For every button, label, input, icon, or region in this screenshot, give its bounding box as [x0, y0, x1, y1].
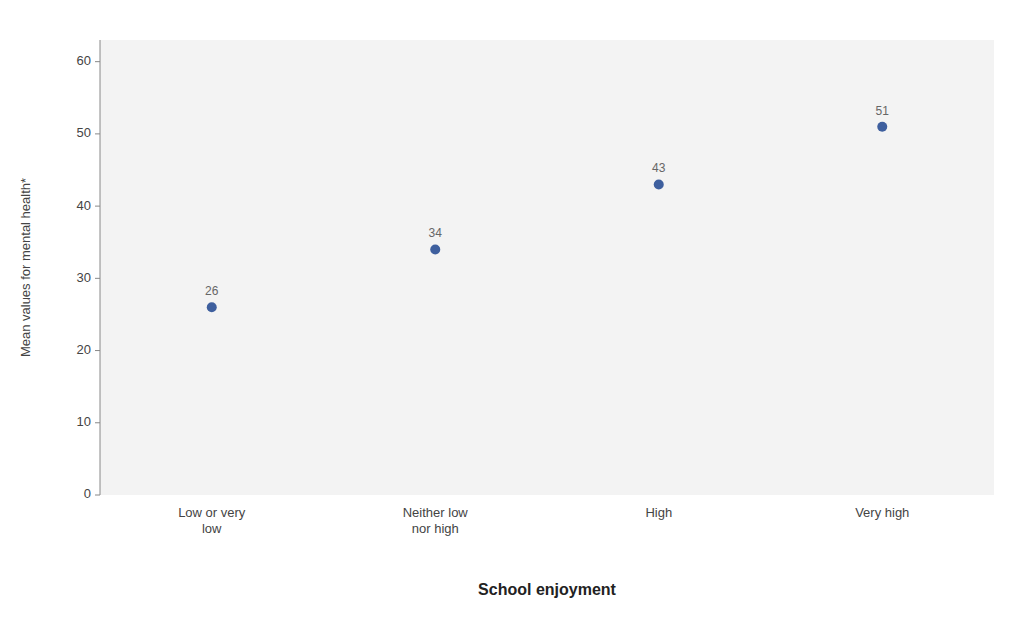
points — [207, 122, 888, 313]
data-labels: 26 34 43 51 — [205, 104, 889, 299]
tick-mark — [95, 206, 100, 207]
data-label: 26 — [205, 284, 219, 298]
y-axis-title: Mean values for mental health* — [18, 178, 33, 357]
y-tick-label: 0 — [84, 486, 91, 501]
x-axis-title: School enjoyment — [478, 581, 616, 598]
data-label: 34 — [429, 226, 443, 240]
point — [654, 179, 664, 189]
point — [207, 302, 217, 312]
y-tick-label: 40 — [77, 198, 91, 213]
tick-mark — [95, 278, 100, 279]
tick-mark — [95, 495, 100, 496]
y-tick-label: 20 — [77, 342, 91, 357]
y-tick-label: 50 — [77, 125, 91, 140]
point — [877, 122, 887, 132]
x-ticks: Low or verylow Neither lownor high High Ver… — [178, 505, 909, 536]
x-tick-label: High — [645, 505, 672, 520]
data-label: 51 — [876, 104, 890, 118]
tick-mark — [95, 61, 100, 62]
x-tick-label: Very high — [855, 505, 909, 520]
tick-mark — [95, 422, 100, 423]
y-tick-label: 10 — [77, 414, 91, 429]
x-tick-label: Low or verylow — [178, 505, 246, 536]
tick-mark — [95, 350, 100, 351]
y-axis-line — [100, 40, 101, 495]
chart-container: 0 10 20 30 40 50 60 Low or verylow Neither lowno… — [0, 0, 1024, 635]
point — [430, 244, 440, 254]
chart: 0 10 20 30 40 50 60 Low or verylow Neither lowno… — [0, 0, 1024, 635]
plot-background — [100, 40, 994, 495]
y-ticks: 0 10 20 30 40 50 60 — [77, 53, 100, 501]
tick-mark — [95, 133, 100, 134]
x-tick-label: Neither lownor high — [403, 505, 469, 536]
data-label: 43 — [652, 161, 666, 175]
y-tick-label: 30 — [77, 270, 91, 285]
y-tick-label: 60 — [77, 53, 91, 68]
